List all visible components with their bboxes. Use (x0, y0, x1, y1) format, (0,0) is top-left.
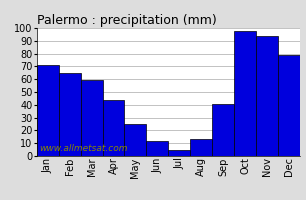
Bar (212, 104, 234, 156)
Bar (37, 65, 59, 156)
Bar (256, 36, 278, 156)
Text: Palermo : precipitation (mm): Palermo : precipitation (mm) (37, 14, 216, 27)
Bar (168, 150, 190, 156)
Bar (234, 31, 256, 156)
Bar (278, 55, 300, 156)
Text: www.allmetsat.com: www.allmetsat.com (39, 144, 128, 153)
Bar (103, 100, 125, 156)
Bar (80, 80, 103, 156)
Bar (125, 124, 146, 156)
Bar (146, 141, 168, 156)
Bar (190, 139, 212, 156)
Bar (59, 73, 80, 156)
